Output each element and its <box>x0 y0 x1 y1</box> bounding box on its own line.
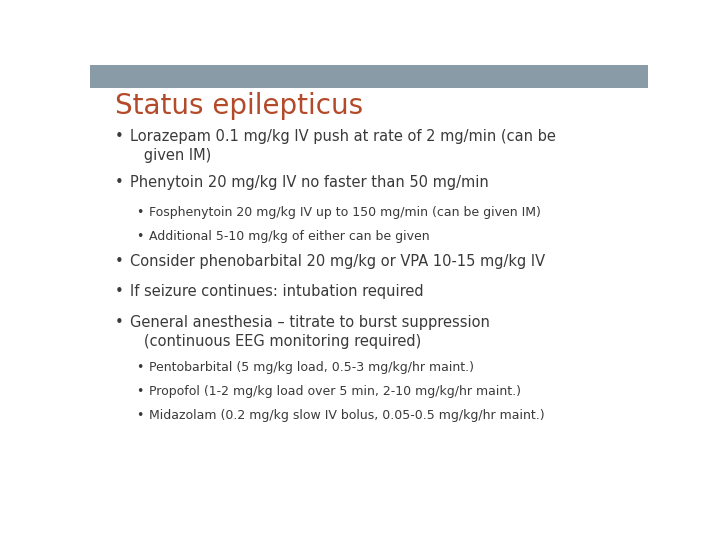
Text: Lorazepam 0.1 mg/kg IV push at rate of 2 mg/min (can be
   given IM): Lorazepam 0.1 mg/kg IV push at rate of 2… <box>130 129 556 164</box>
Text: •: • <box>136 409 143 422</box>
Bar <box>90 65 648 87</box>
Text: Fosphenytoin 20 mg/kg IV up to 150 mg/min (can be given IM): Fosphenytoin 20 mg/kg IV up to 150 mg/mi… <box>148 206 541 219</box>
Text: •: • <box>115 254 124 269</box>
Text: Midazolam (0.2 mg/kg slow IV bolus, 0.05-0.5 mg/kg/hr maint.): Midazolam (0.2 mg/kg slow IV bolus, 0.05… <box>148 409 544 422</box>
Text: If seizure continues: intubation required: If seizure continues: intubation require… <box>130 285 424 299</box>
Text: Phenytoin 20 mg/kg IV no faster than 50 mg/min: Phenytoin 20 mg/kg IV no faster than 50 … <box>130 176 489 191</box>
Text: General anesthesia – titrate to burst suppression
   (continuous EEG monitoring : General anesthesia – titrate to burst su… <box>130 315 490 349</box>
Text: •: • <box>136 206 143 219</box>
Text: Pentobarbital (5 mg/kg load, 0.5-3 mg/kg/hr maint.): Pentobarbital (5 mg/kg load, 0.5-3 mg/kg… <box>148 361 474 374</box>
Text: •: • <box>115 129 124 144</box>
Text: •: • <box>115 285 124 299</box>
Text: •: • <box>115 176 124 191</box>
Text: Consider phenobarbital 20 mg/kg or VPA 10-15 mg/kg IV: Consider phenobarbital 20 mg/kg or VPA 1… <box>130 254 545 269</box>
Text: Propofol (1-2 mg/kg load over 5 min, 2-10 mg/kg/hr maint.): Propofol (1-2 mg/kg load over 5 min, 2-1… <box>148 385 521 398</box>
Text: •: • <box>136 230 143 243</box>
Text: •: • <box>136 385 143 398</box>
Text: •: • <box>136 361 143 374</box>
Text: •: • <box>115 315 124 330</box>
Text: Status epilepticus: Status epilepticus <box>115 92 363 120</box>
Text: Additional 5-10 mg/kg of either can be given: Additional 5-10 mg/kg of either can be g… <box>148 230 429 243</box>
